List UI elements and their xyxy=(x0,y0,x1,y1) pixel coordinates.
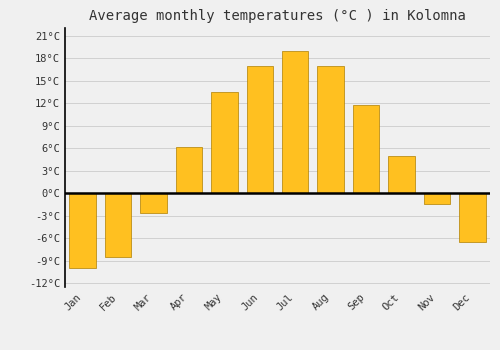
Title: Average monthly temperatures (°C ) in Kolomna: Average monthly temperatures (°C ) in Ko… xyxy=(89,9,466,23)
Bar xyxy=(353,105,380,193)
Bar xyxy=(105,193,132,257)
Bar xyxy=(211,92,238,193)
Bar xyxy=(388,156,414,193)
Bar xyxy=(70,193,96,268)
Bar xyxy=(176,147,202,193)
Bar xyxy=(246,65,273,193)
Bar xyxy=(424,193,450,204)
Bar xyxy=(282,50,308,193)
Bar xyxy=(459,193,485,242)
Bar xyxy=(140,193,167,214)
Bar xyxy=(318,65,344,193)
